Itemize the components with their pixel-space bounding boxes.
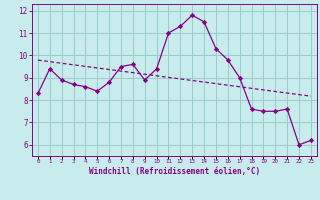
X-axis label: Windchill (Refroidissement éolien,°C): Windchill (Refroidissement éolien,°C) (89, 167, 260, 176)
